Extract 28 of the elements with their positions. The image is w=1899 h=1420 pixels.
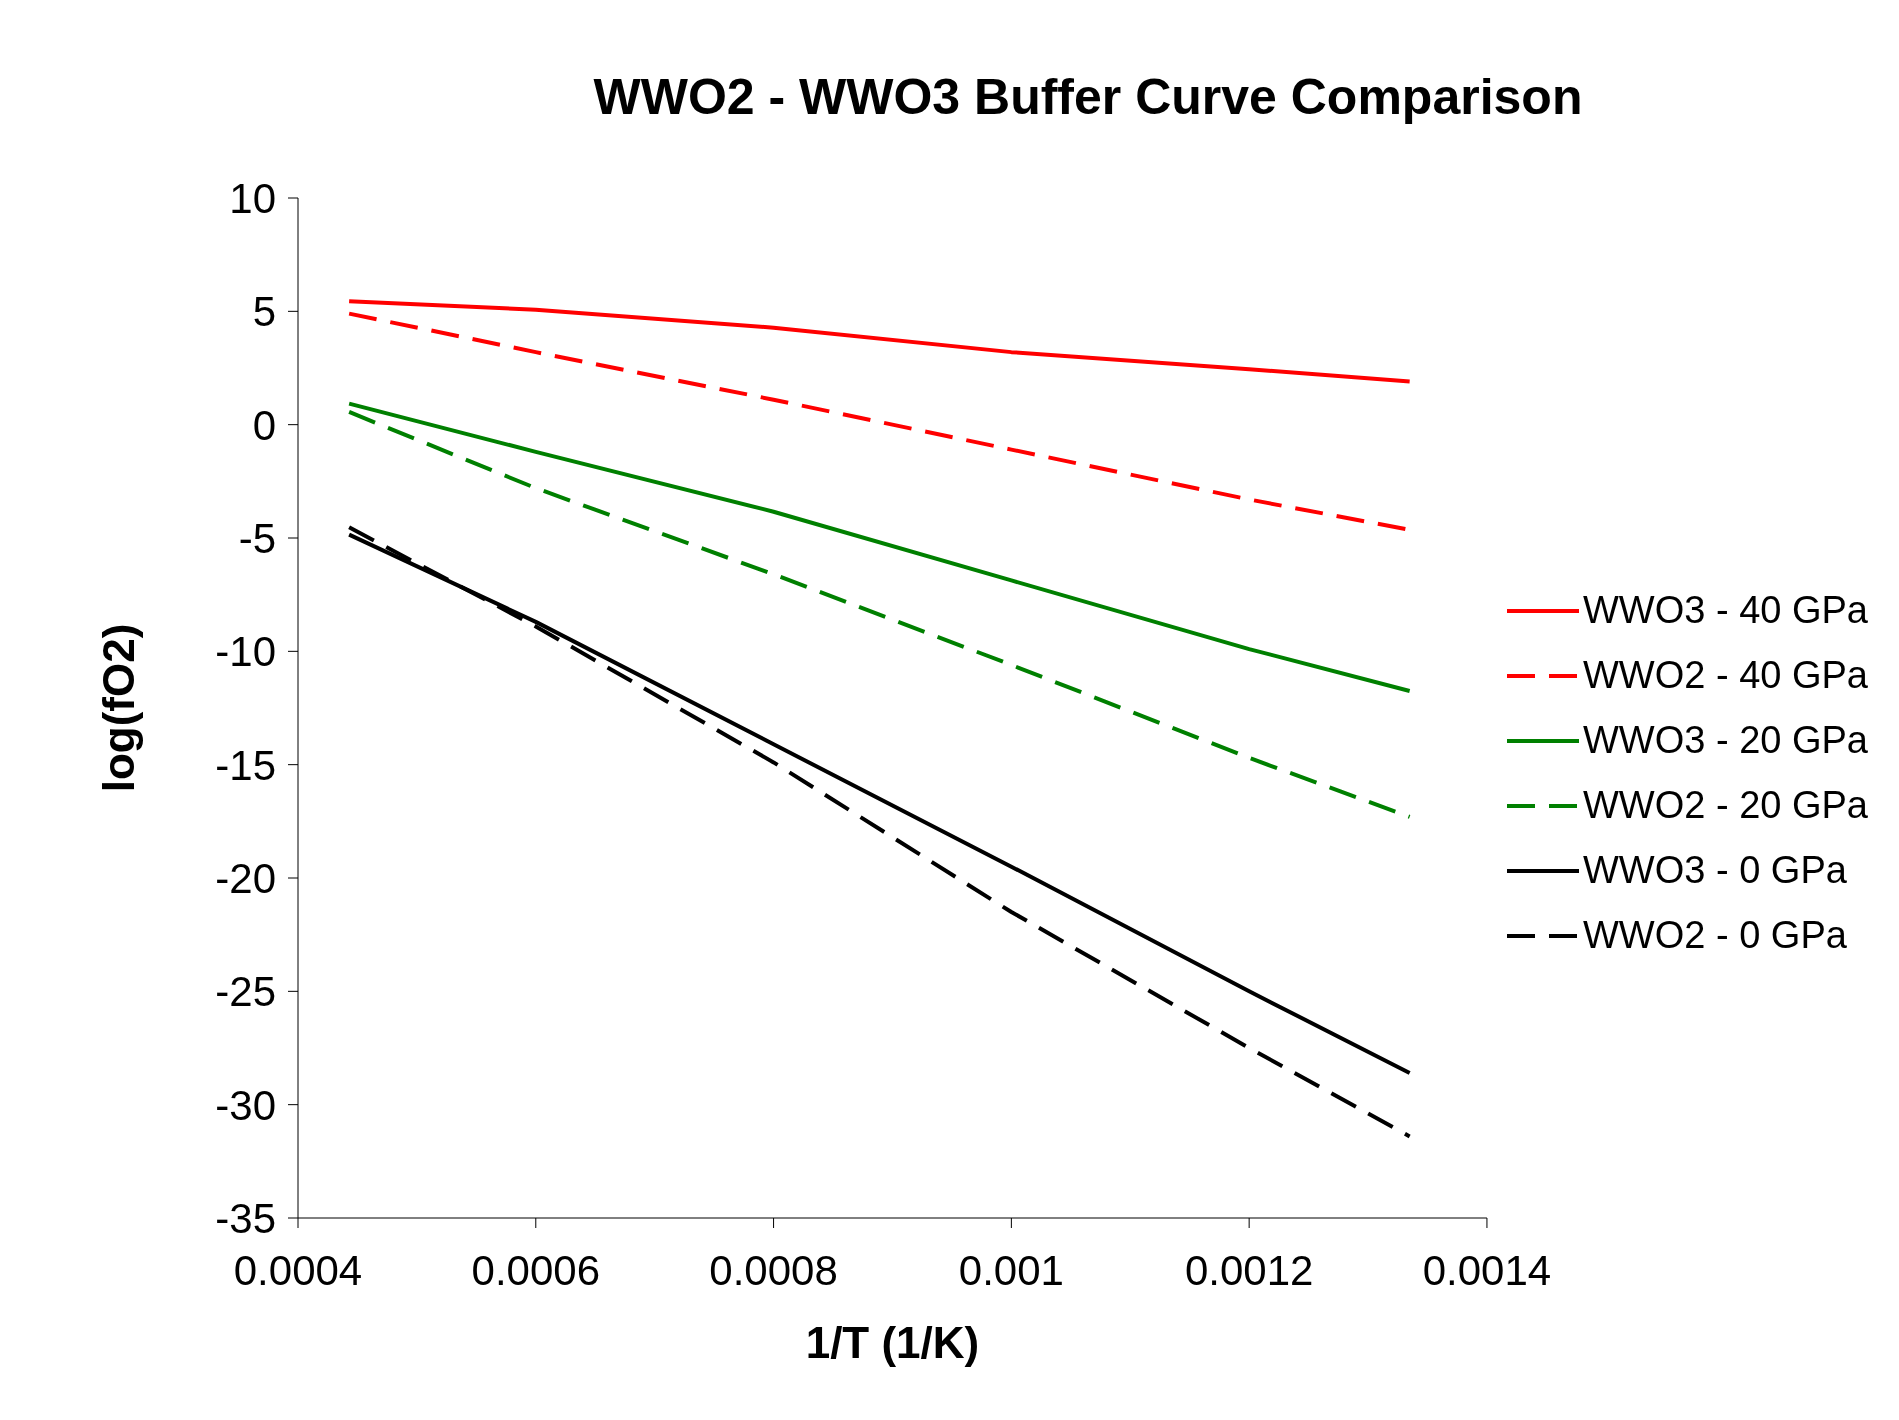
y-tick-label: -30 <box>215 1081 276 1129</box>
legend-label: WWO3 - 40 GPa <box>1582 589 1868 632</box>
y-tick-label: 5 <box>252 288 276 336</box>
y-tick-label: -5 <box>238 514 276 562</box>
x-tick-label: 0.0008 <box>709 1246 838 1294</box>
y-tick-label: -35 <box>215 1194 276 1242</box>
legend-label: WWO2 - 20 GPa <box>1582 784 1868 827</box>
chart-title: WWO2 - WWO3 Buffer Curve Comparison <box>592 68 1584 127</box>
legend-label: WWO3 - 20 GPa <box>1582 719 1868 762</box>
x-axis-title: 1/T (1/K) <box>805 1318 980 1367</box>
y-tick-label: 0 <box>252 401 276 449</box>
line-series <box>347 401 1412 693</box>
legend-label: WWO2 - 40 GPa <box>1582 654 1868 697</box>
x-tick-label: 0.0004 <box>233 1246 363 1294</box>
y-tick-label: -20 <box>215 854 276 902</box>
y-axis-title: log(fO2) <box>93 623 143 793</box>
legend-label: WWO3 - 0 GPa <box>1582 849 1847 892</box>
y-tick-label: -15 <box>215 741 276 789</box>
line-series <box>347 409 1412 819</box>
y-tick-label: 10 <box>229 174 276 222</box>
y-tick-label: -10 <box>215 628 276 676</box>
x-tick-label: 0.0006 <box>471 1246 601 1294</box>
x-tick-label: 0.001 <box>958 1246 1064 1294</box>
line-series <box>347 299 1412 384</box>
y-tick-label: -25 <box>215 968 276 1016</box>
x-tick-label: 0.0012 <box>1184 1246 1314 1294</box>
legend-label: WWO2 - 0 GPa <box>1582 914 1847 957</box>
x-tick-label: 0.0014 <box>1422 1246 1552 1294</box>
